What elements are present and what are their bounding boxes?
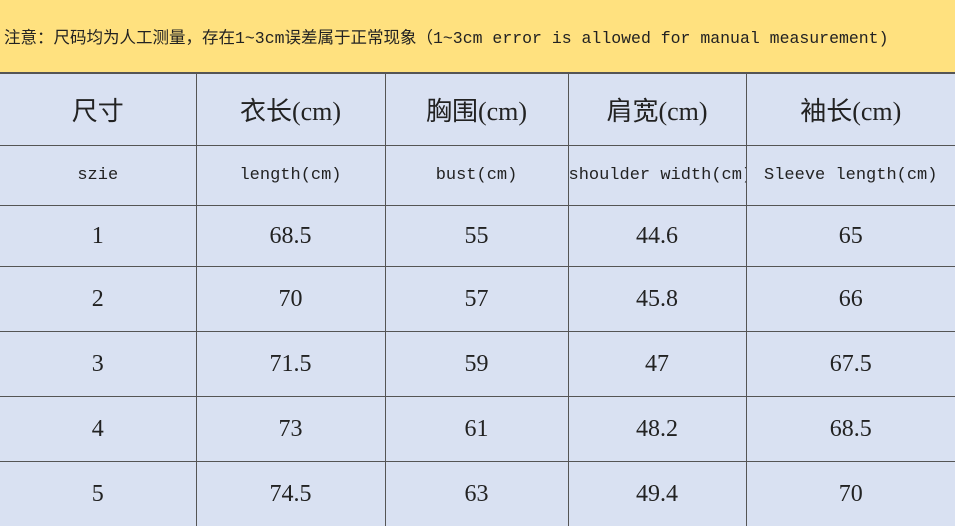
data-row-cell: 45.8: [567, 266, 747, 332]
data-row-cell: 48.2: [567, 396, 747, 462]
data-row-cell: 73: [195, 396, 386, 462]
data-row: 3 71.5 59 47 67.5: [0, 331, 955, 397]
header-row-cell: 衣长(cm): [195, 73, 386, 146]
data-row-cell: 70: [195, 266, 386, 332]
subheader-row-cell: szie: [0, 145, 197, 206]
data-row-cell: 63: [384, 461, 569, 526]
data-row-cell: 2: [0, 266, 197, 332]
data-row: 4 73 61 48.2 68.5: [0, 396, 955, 462]
header-row-cell: 尺寸: [0, 73, 197, 146]
data-row-cell: 44.6: [567, 205, 747, 267]
data-row-cell: 3: [0, 331, 197, 397]
header-row-cell: 胸围(cm): [384, 73, 569, 146]
data-row-cell: 66: [745, 266, 955, 332]
subheader-row-cell: length(cm): [195, 145, 386, 206]
data-row-cell: 70: [745, 461, 955, 526]
subheader-row: szie length(cm) bust(cm) shoulder width(cm)…: [0, 145, 955, 206]
subheader-row-cell: Sleeve length(cm): [745, 145, 955, 206]
header-row: 尺寸 衣长(cm) 胸围(cm) 肩宽(cm) 袖长(cm): [0, 73, 955, 146]
data-row-cell: 49.4: [567, 461, 747, 526]
data-row-cell: 74.5: [195, 461, 386, 526]
data-row-cell: 59: [384, 331, 569, 397]
data-row-cell: 68.5: [745, 396, 955, 462]
data-row-cell: 61: [384, 396, 569, 462]
data-row-cell: 4: [0, 396, 197, 462]
data-row-cell: 5: [0, 461, 197, 526]
data-row-cell: 71.5: [195, 331, 386, 397]
data-row-cell: 65: [745, 205, 955, 267]
data-row: 5 74.5 63 49.4 70: [0, 461, 955, 526]
size-note: 注意：尺码均为人工测量，存在1~3cm误差属于正常现象（1~3cm error …: [0, 0, 955, 73]
data-row: 1 68.5 55 44.6 65: [0, 205, 955, 267]
size-table: 尺寸 衣长(cm) 胸围(cm) 肩宽(cm) 袖长(cm) szie length(cm)…: [0, 73, 955, 526]
subheader-row-cell: shoulder width(cm): [567, 145, 747, 206]
data-row-cell: 1: [0, 205, 197, 267]
subheader-row-cell: bust(cm): [384, 145, 569, 206]
data-row: 2 70 57 45.8 66: [0, 266, 955, 332]
header-row-cell: 袖长(cm): [745, 73, 955, 146]
data-row-cell: 68.5: [195, 205, 386, 267]
data-row-cell: 57: [384, 266, 569, 332]
data-row-cell: 47: [567, 331, 747, 397]
data-row-cell: 67.5: [745, 331, 955, 397]
data-row-cell: 55: [384, 205, 569, 267]
header-row-cell: 肩宽(cm): [567, 73, 747, 146]
